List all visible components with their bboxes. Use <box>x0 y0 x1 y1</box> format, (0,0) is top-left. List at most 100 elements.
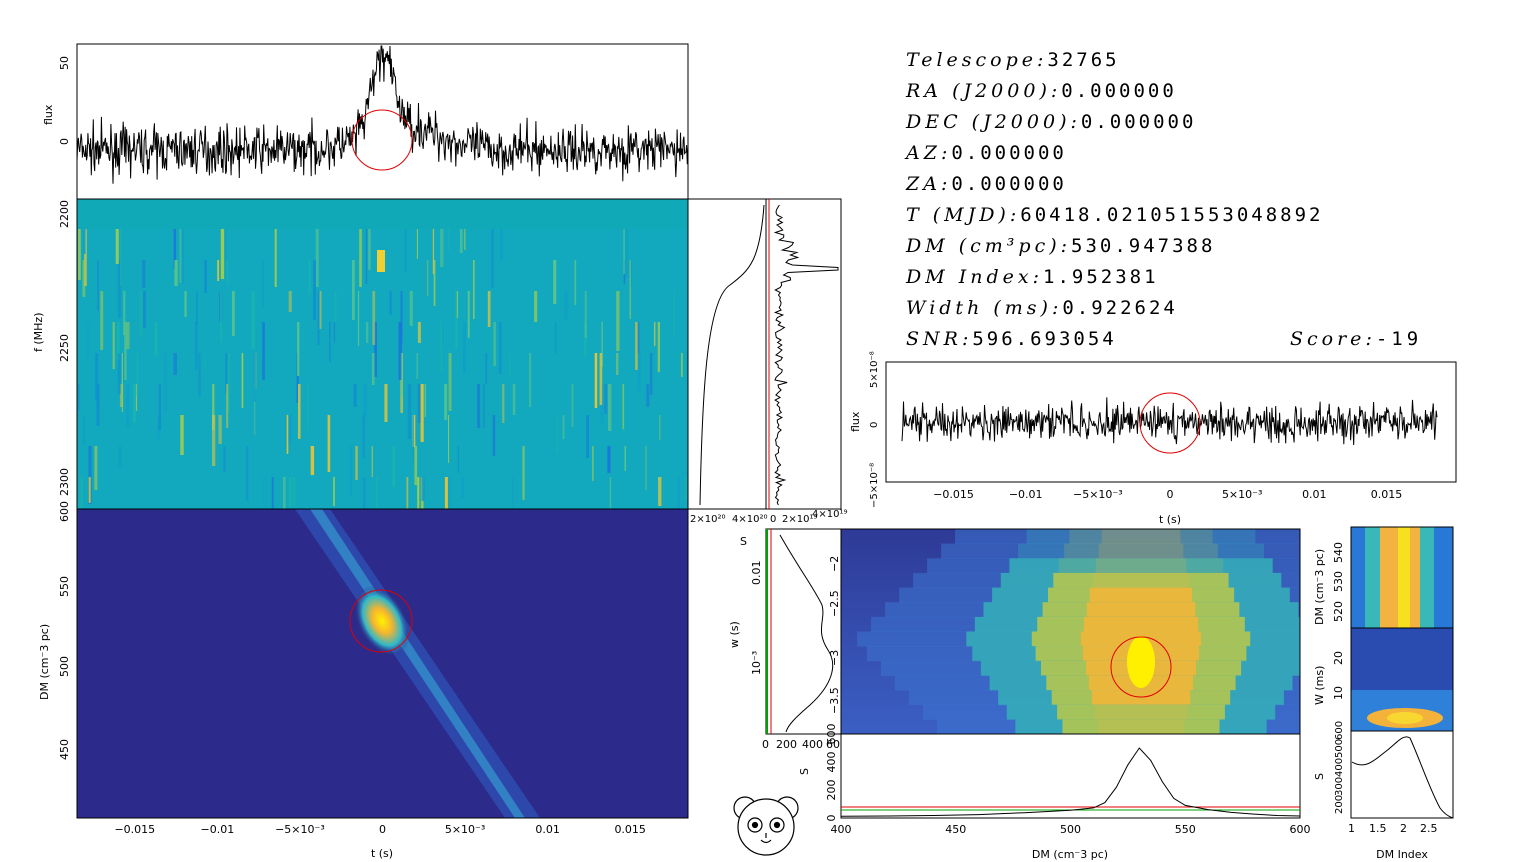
dynspec-stripe <box>87 322 89 359</box>
dynspec-stripe <box>659 415 661 440</box>
width-snr-panel: S w (s) 0.01 10⁻³ 0 200 400 600 <box>728 528 847 751</box>
dynspec-stripe <box>355 446 358 480</box>
freq-tick-2200: 2200 <box>58 200 71 228</box>
dynspec-stripe <box>624 229 629 278</box>
dm-width-band <box>1062 719 1220 735</box>
dynspec-stripe <box>409 291 413 326</box>
dynspec-stripe <box>372 291 376 345</box>
freq-tick-2300: 2300 <box>58 468 71 496</box>
info-ra: RA (J2000):0.000000 <box>906 80 1177 102</box>
dynspec-stripe <box>457 446 459 473</box>
dynspec-stripe <box>586 415 589 458</box>
dynspec-stripe <box>366 322 369 343</box>
dd-xticks-label: −5×10⁻³ <box>1073 488 1123 501</box>
info-mjd: T (MJD):60418.021051553048892 <box>906 204 1324 226</box>
dynspec-stripe <box>82 260 86 297</box>
dynspec-stripe <box>296 353 299 403</box>
dynspec-stripe <box>204 353 206 373</box>
dmw-tick-m3.5: −3.5 <box>828 687 841 714</box>
freq-axis-label: f (MHz) <box>32 313 45 353</box>
dm-width-band <box>1101 529 1181 545</box>
dynspec-stripe <box>241 353 244 408</box>
info-az: AZ:0.000000 <box>906 142 1067 164</box>
dedispersed-xticks: −0.015 −0.01 −5×10⁻³ 0 5×10⁻³ 0.01 0.015 <box>933 488 1402 501</box>
dm-width-band <box>1069 529 1213 545</box>
dynspec-stripe <box>416 229 418 259</box>
dynspec-stripe <box>529 353 532 407</box>
index-snr-ylabel: S <box>1313 773 1326 780</box>
dynspec-stripe <box>96 384 100 426</box>
dynspec-stripe <box>448 353 452 411</box>
dynspec-stripe <box>124 322 127 380</box>
dynspec-stripe <box>455 291 458 348</box>
index-width-ylabel: W (ms) <box>1313 666 1326 705</box>
dynspec-stripe <box>195 322 198 370</box>
dynspec-stripe <box>223 446 226 472</box>
dynspec-stripe <box>298 384 301 439</box>
dynspec-stripe <box>350 446 353 497</box>
index-snr-curve <box>1351 736 1454 819</box>
dynspec-stripe <box>649 353 653 395</box>
dynspec-stripe <box>622 384 624 429</box>
dynspec-stripe <box>363 477 367 508</box>
dynspec-stripe <box>317 291 320 345</box>
dynspec-stripe <box>407 384 412 439</box>
dynspec-stripe <box>84 229 87 286</box>
dm-xticks-label: −0.015 <box>114 823 155 836</box>
dynspec-stripe <box>463 322 466 373</box>
dm-xticks-label: −0.01 <box>201 823 235 836</box>
dynspec-stripe <box>398 322 402 380</box>
dynspec-stripe <box>412 415 414 463</box>
dynspec-stripe <box>677 477 681 512</box>
index-snr-tick-600: 600 <box>1334 721 1345 740</box>
dynspec-stripe <box>584 322 587 357</box>
dynspec-stripe <box>624 446 626 471</box>
dynspec-stripe <box>306 384 310 430</box>
dynspec-stripe <box>139 291 143 335</box>
freq-tick-2250: 2250 <box>58 334 71 362</box>
dynspec-stripe <box>179 229 182 283</box>
dynspec-stripe <box>117 353 121 394</box>
dm-snr-xticks: 400 450 500 550 600 <box>831 823 1311 836</box>
dm-width-band <box>1098 543 1184 559</box>
dynspec-stripe <box>83 229 86 254</box>
dynspec-stripe <box>251 291 255 349</box>
dynspec-stripe <box>123 291 126 335</box>
dynspec-stripe <box>441 322 444 348</box>
dynspec-stripe <box>420 477 424 529</box>
dynspec-stripe <box>371 353 375 385</box>
dm-width-band <box>1095 558 1187 574</box>
dynspec-stripe <box>288 291 292 312</box>
dynspec-stripe <box>112 322 115 369</box>
dynspec-stripe <box>297 322 300 376</box>
dynspec-stripe <box>448 229 451 250</box>
dynspec-stripe <box>368 229 371 270</box>
dynspec-stripe <box>608 384 612 431</box>
dynspec-stripe <box>126 322 130 349</box>
dynspec-stripe <box>219 291 223 342</box>
dynspec-stripe <box>329 322 331 362</box>
dynspec-stripe <box>120 229 122 286</box>
dd-xticks-label: 0.01 <box>1302 488 1327 501</box>
dynspec-stripe <box>184 291 187 317</box>
dm-snr-yticks: 0 200 400 600 <box>825 724 838 822</box>
index-dm-tick-530: 530 <box>1332 571 1345 592</box>
dynspec-stripe <box>333 477 335 506</box>
dynspec-stripe <box>432 229 435 274</box>
dm-width-band <box>1018 543 1264 559</box>
dynspec-stripe <box>623 229 625 274</box>
dm-width-band <box>1026 529 1256 545</box>
dm-width-band <box>1064 543 1218 559</box>
index-snr-tick-500: 500 <box>1334 739 1345 758</box>
dynspec-stripe <box>375 477 378 518</box>
dynspec-stripe <box>657 322 660 372</box>
dm-width-band <box>1058 558 1224 574</box>
dynspec-stripe <box>117 322 120 360</box>
dynspec-stripe <box>117 260 122 318</box>
dynspec-stripe <box>133 384 137 423</box>
dynspec-stripe <box>118 446 122 468</box>
dynspec-stripe <box>374 322 377 377</box>
spectrum-sidebar-panels: 2×10²⁰ 4×10²⁰ 0 2×10¹⁹ 4×10¹⁹ <box>687 198 847 525</box>
